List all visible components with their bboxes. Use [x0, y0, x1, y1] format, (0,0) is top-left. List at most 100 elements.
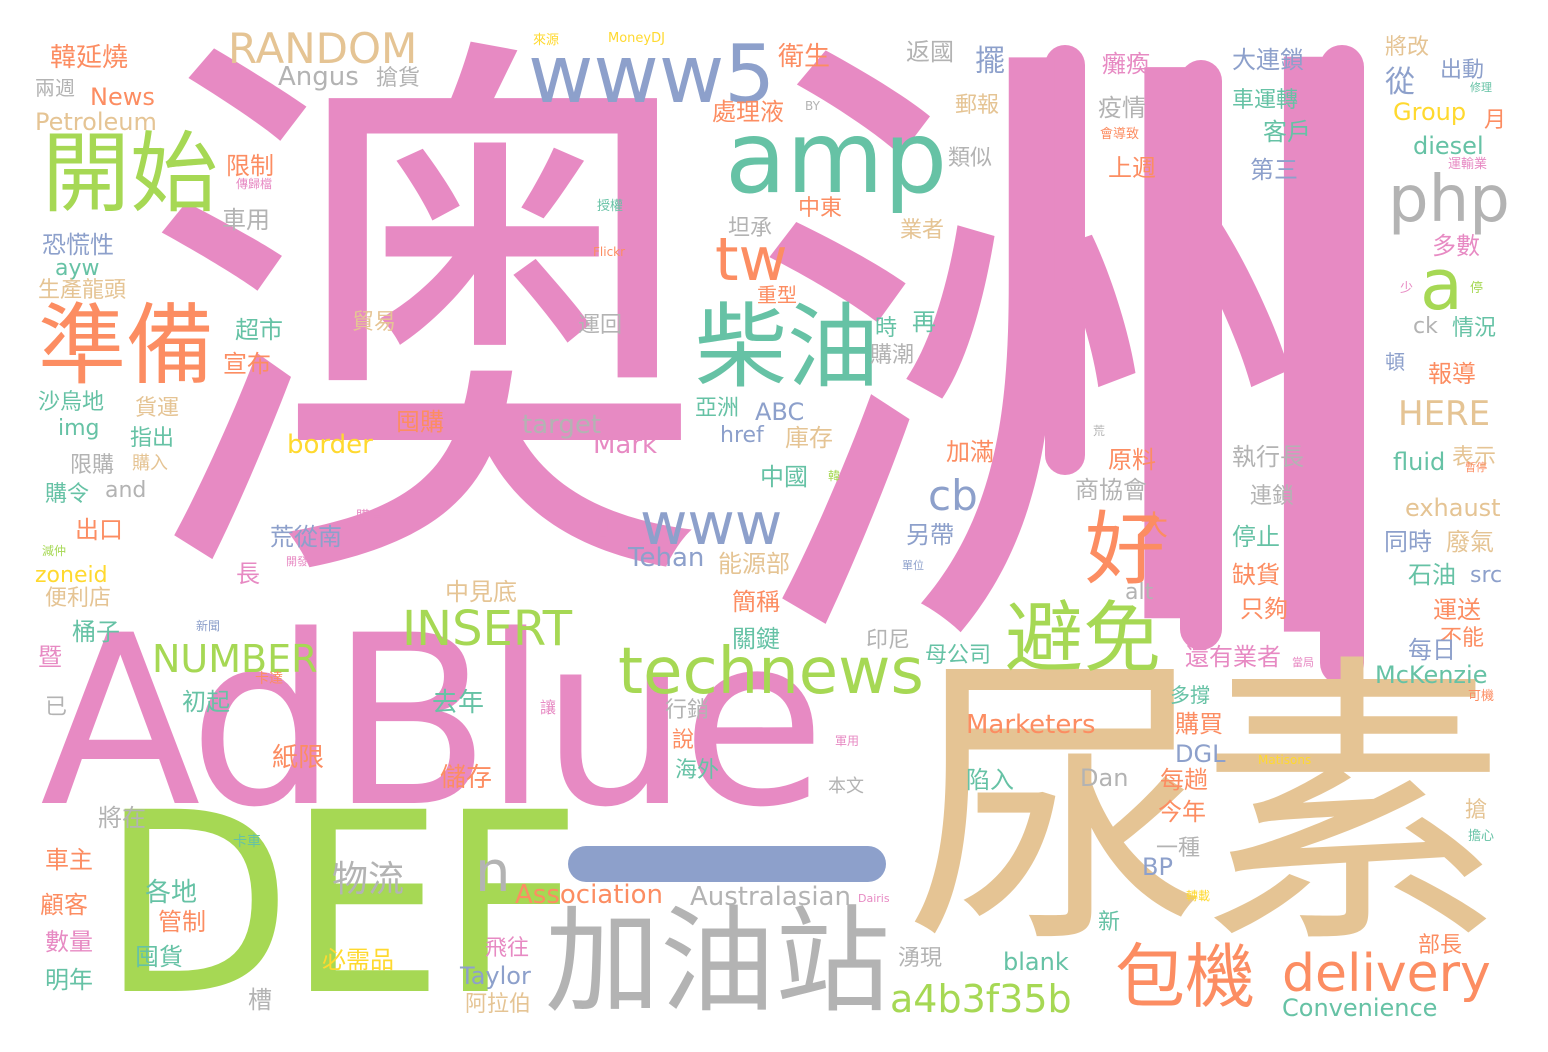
word-adblue: AdBlue [40, 586, 826, 859]
word-lingdai: 另帶 [906, 521, 954, 549]
word-fanguo: 返國 [906, 38, 954, 66]
word-zhuanzai: 轉載 [1186, 889, 1211, 903]
word-insert: INSERT [402, 601, 573, 657]
word-biaoshi: 表示 [1452, 445, 1497, 470]
word-yinni: 印尼 [866, 628, 911, 653]
word-matisons: Matisons [1258, 753, 1312, 767]
word-dangju: 當局 [1292, 656, 1314, 669]
word-xuanbu: 宣布 [223, 350, 271, 378]
word-qingkuang: 情況 [1452, 316, 1497, 341]
word-by: BY [805, 99, 820, 113]
zhou-stroke-2 [1320, 45, 1364, 685]
word-shi: 時 [875, 316, 898, 341]
word-mark: Mark [593, 430, 658, 460]
word-zhongdong: 中東 [798, 196, 843, 221]
word-yue: 月 [1484, 108, 1507, 133]
word-a: a [1420, 244, 1463, 326]
word-cb: cb [928, 471, 978, 520]
word-angus: Angus [278, 62, 359, 92]
word-liansuo: 連鎖 [1250, 484, 1295, 509]
word-petroleum: Petroleum [35, 108, 157, 136]
word-hanyanshao: 韓延燒 [50, 43, 129, 73]
word-gas-station: 加油站 [545, 895, 891, 1029]
word-www: www [640, 490, 783, 558]
word-zhongxing: 重型 [757, 283, 797, 307]
word-yizhong: 一種 [1156, 836, 1201, 861]
word-mckenzie: McKenzie [1375, 661, 1488, 689]
word-gouchao: 購潮 [870, 343, 915, 368]
word-fluid: fluid [1393, 448, 1446, 476]
word-haiwai: 海外 [675, 758, 720, 783]
word-xinwen: 新聞 [196, 619, 221, 633]
word-tw: tw [715, 225, 788, 295]
word-shawudi: 沙烏地 [38, 390, 105, 415]
word-keji: 可機 [1468, 689, 1495, 704]
word-yi: 已 [45, 695, 68, 720]
word-meiri: 每日 [1408, 636, 1456, 664]
word-huangcongnan: 荒從南 [270, 523, 342, 551]
word-danxin: 擔心 [1468, 829, 1495, 844]
word-def: DEF [100, 759, 582, 1050]
word-cheyunzhuan: 車運轉 [1232, 88, 1299, 113]
word-haiyouyezhe: 還有業者 [1185, 643, 1281, 671]
word-bp: BP [1142, 853, 1173, 881]
word-random: RANDOM [228, 24, 418, 73]
word-abc: ABC [755, 398, 805, 426]
word-zanting: 暫停 [1465, 461, 1487, 474]
word-zhou-week: 週 [588, 513, 612, 541]
word-guanzhi: 管制 [158, 908, 206, 936]
word-tungou: 囤購 [396, 408, 444, 436]
word-n: n [475, 840, 511, 905]
word-weisheng: 衛生 [778, 42, 831, 72]
word-kaifa: 開發 [286, 555, 308, 568]
word-dgl: DGL [1175, 740, 1226, 768]
word-junyong: 軍用 [835, 734, 860, 748]
word-news: News [90, 83, 155, 111]
word-yunhui: 運回 [578, 313, 623, 338]
word-meitang: 每趟 [1160, 766, 1208, 794]
word-start: 開始 [42, 122, 219, 225]
word-huidaozhi: 會導致 [1100, 127, 1140, 142]
word-huoyun: 貨運 [135, 396, 180, 421]
word-avoid: 避免 [1005, 594, 1162, 684]
word-amp: amp [725, 99, 948, 216]
word-mingnian: 明年 [45, 966, 93, 994]
word-gouru: 購入 [132, 453, 168, 474]
word-xianru: 陷入 [966, 766, 1014, 794]
word-xin: 新 [1098, 910, 1121, 935]
word-danwei: 單位 [902, 559, 924, 572]
word-nengyuanbu: 能源部 [718, 550, 790, 578]
word-shengchan: 生產龍頭 [38, 278, 127, 303]
word-shuliang: 數量 [45, 928, 93, 956]
word-diesel: diesel [1413, 132, 1484, 160]
word-chuanguidang: 傳歸檔 [236, 177, 273, 191]
word-xiangou: 限購 [70, 453, 115, 478]
word-technews: technews [618, 635, 924, 709]
word-cheyong: 車用 [222, 206, 270, 234]
word-laiyuan: 來源 [533, 33, 560, 48]
word-qianghuo: 搶貨 [376, 66, 421, 91]
word-alabo: 阿拉伯 [465, 992, 532, 1017]
word-dun: 頓 [1385, 350, 1405, 374]
word-blank: blank [1003, 948, 1069, 976]
word-chucun: 儲存 [440, 763, 493, 793]
word-www5: www5 [528, 28, 776, 121]
word-ting: 停 [1470, 281, 1484, 296]
word-chuqi: 初起 [182, 688, 230, 716]
word-zoneid: zoneid [35, 563, 108, 588]
word-ao: 澳 [140, 0, 710, 656]
word-guanjian: 關鍵 [732, 625, 780, 653]
word-jiaman: 加滿 [946, 438, 994, 466]
word-flickr: Flickr [593, 245, 626, 259]
word-tongzi: 桶子 [72, 618, 120, 646]
word-ayw: ayw [55, 256, 100, 281]
word-chezhu: 車主 [45, 846, 93, 874]
word-img: img [58, 416, 100, 441]
word-cong: 從 [1385, 65, 1415, 100]
word-yunsong: 運送 [1433, 596, 1481, 624]
word-jiangzai: 將在 [98, 804, 146, 832]
word-tongshi: 同時 [1384, 528, 1432, 556]
word-charter: 包機 [1115, 936, 1255, 1018]
word-duoshu: 多數 [1432, 232, 1480, 260]
